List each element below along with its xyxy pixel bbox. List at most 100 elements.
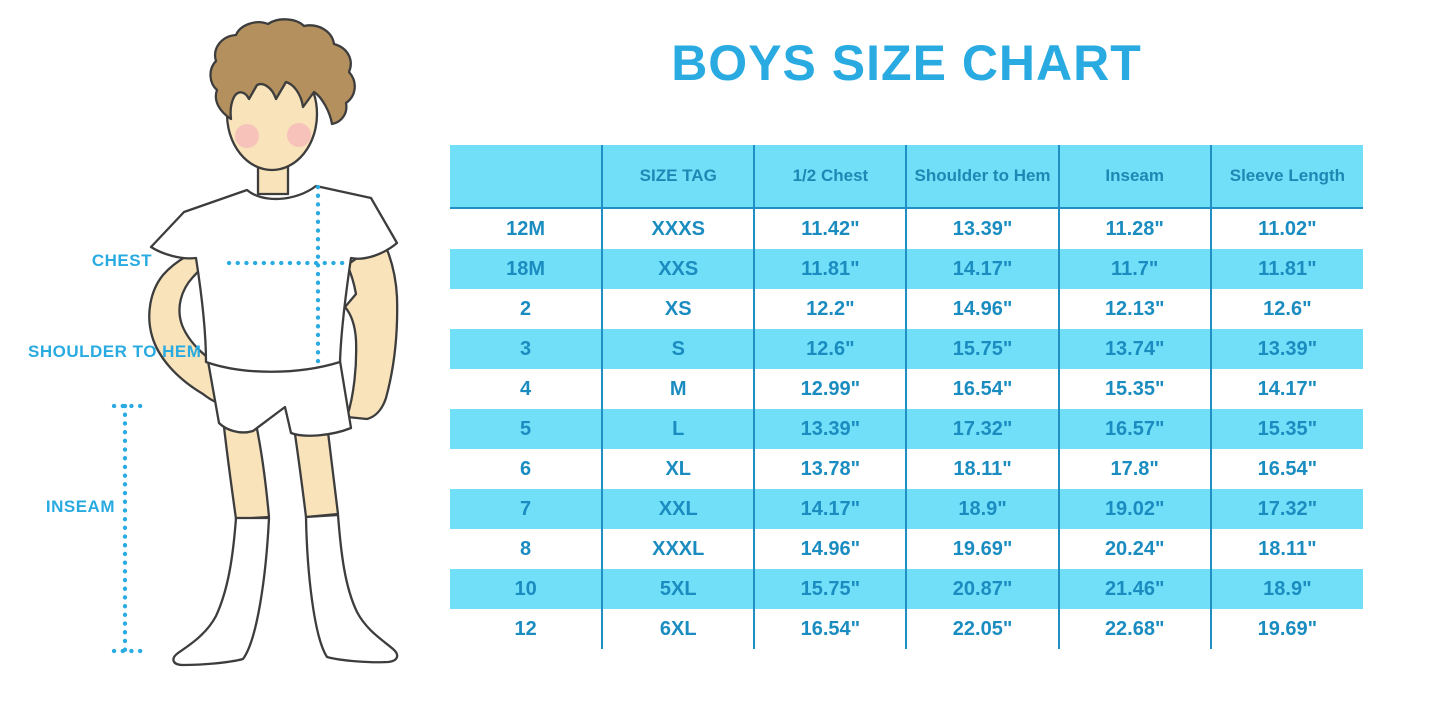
table-cell: 13.39" bbox=[753, 409, 907, 449]
table-cell: XXXL bbox=[601, 529, 755, 569]
table-cell: 20.24" bbox=[1057, 529, 1211, 569]
arm-right bbox=[343, 238, 399, 421]
table-cell: 17.8" bbox=[1057, 449, 1211, 489]
table-cell: M bbox=[601, 369, 755, 409]
table-row: 6 XL 13.78" 18.11" 17.8" 16.54" bbox=[450, 449, 1363, 489]
table-row: 18M XXS 11.81" 14.17" 11.7" 11.81" bbox=[450, 249, 1363, 289]
table-cell: 12.13" bbox=[1057, 289, 1211, 329]
table-cell: 11.28" bbox=[1057, 208, 1211, 249]
table-cell: 15.35" bbox=[1057, 369, 1211, 409]
size-cell: 12 bbox=[514, 617, 537, 640]
column-header-shoulder-to-hem: Shoulder to Hem bbox=[905, 145, 1059, 209]
table-row: 2 XS 12.2" 14.96" 12.13" 12.6" bbox=[450, 289, 1363, 329]
table-row: 12M XXXS 11.42" 13.39" 11.28" 11.02" bbox=[450, 208, 1363, 249]
size-table-body: 12M XXXS 11.42" 13.39" 11.28" 11.02" 18M XXS 11.… bbox=[450, 208, 1363, 649]
column-header-sleeve-length: Sleeve Length bbox=[1209, 145, 1363, 209]
table-row: 4 M 12.99" 16.54" 15.35" 14.17" bbox=[450, 369, 1363, 409]
table-cell: 12.99" bbox=[753, 369, 907, 409]
size-cell: 10 bbox=[450, 569, 603, 609]
table-cell: 17.32" bbox=[1209, 489, 1363, 529]
table-cell: 13.74" bbox=[1057, 329, 1211, 369]
size-table: SIZE TAG 1/2 Chest Shoulder to Hem Insea… bbox=[450, 145, 1363, 649]
table-cell: 16.54" bbox=[905, 369, 1059, 409]
table-cell: 11.7" bbox=[1057, 249, 1211, 289]
table-cell: 13.39" bbox=[1209, 329, 1363, 369]
table-cell: 11.42" bbox=[753, 208, 907, 249]
sock-right bbox=[304, 513, 399, 664]
cheek-left bbox=[235, 124, 259, 148]
table-cell: 5XL bbox=[601, 569, 755, 609]
table-row: 10 5XL 15.75" 20.87" 21.46" 18.9" bbox=[450, 569, 1363, 609]
boy-illustration bbox=[111, 18, 399, 667]
size-table-header: SIZE TAG 1/2 Chest Shoulder to Hem Insea… bbox=[450, 145, 1363, 209]
table-cell: 15.75" bbox=[905, 329, 1059, 369]
table-cell: L bbox=[601, 409, 755, 449]
table-cell: 18.9" bbox=[1209, 569, 1363, 609]
table-cell: 14.96" bbox=[753, 529, 907, 569]
table-cell: XXL bbox=[601, 489, 755, 529]
hair bbox=[209, 18, 356, 126]
size-cell: 2 bbox=[520, 297, 532, 320]
table-cell: 15.35" bbox=[1209, 409, 1363, 449]
table-cell: 17.32" bbox=[905, 409, 1059, 449]
table-cell: 12.6" bbox=[753, 329, 907, 369]
table-cell: 16.54" bbox=[1209, 449, 1363, 489]
column-header-half-chest: 1/2 Chest bbox=[753, 145, 907, 209]
chest-label: CHEST bbox=[91, 251, 152, 270]
table-cell: 11.02" bbox=[1209, 208, 1363, 249]
table-row: 12 6XL 16.54" 22.05" 22.68" 19.69" bbox=[450, 609, 1363, 649]
column-header-size-tag: SIZE TAG bbox=[601, 145, 755, 209]
table-cell: 22.05" bbox=[905, 609, 1059, 649]
table-cell: 18.11" bbox=[905, 449, 1059, 489]
size-cell: 3 bbox=[450, 329, 603, 369]
shoulder-to-hem-label: SHOULDER TO HEM bbox=[28, 342, 202, 361]
table-cell: 19.69" bbox=[1209, 609, 1363, 649]
table-cell: 19.69" bbox=[905, 529, 1059, 569]
table-cell: XXS bbox=[601, 249, 755, 289]
table-cell: XXXS bbox=[601, 208, 755, 249]
column-header-inseam: Inseam bbox=[1057, 145, 1211, 209]
table-row: 7 XXL 14.17" 18.9" 19.02" 17.32" bbox=[450, 489, 1363, 529]
table-cell: 22.68" bbox=[1057, 609, 1211, 649]
table-row: 5 L 13.39" 17.32" 16.57" 15.35" bbox=[450, 409, 1363, 449]
table-cell: 14.17" bbox=[1209, 369, 1363, 409]
table-row: 3 S 12.6" 15.75" 13.74" 13.39" bbox=[450, 329, 1363, 369]
size-cell: 18M bbox=[450, 249, 603, 289]
table-cell: 16.57" bbox=[1057, 409, 1211, 449]
size-cell: 5 bbox=[450, 409, 603, 449]
table-cell: 12.2" bbox=[753, 289, 907, 329]
sock-left bbox=[172, 516, 271, 667]
table-cell: 6XL bbox=[601, 609, 755, 649]
table-cell: 16.54" bbox=[753, 609, 907, 649]
leg-right bbox=[292, 422, 340, 519]
tshirt bbox=[149, 184, 399, 373]
size-cell: 7 bbox=[450, 489, 603, 529]
column-header-size bbox=[450, 145, 603, 209]
inseam-label: INSEAM bbox=[45, 497, 115, 516]
size-cell: 8 bbox=[520, 537, 532, 560]
table-cell: 14.96" bbox=[905, 289, 1059, 329]
table-cell: 18.11" bbox=[1209, 529, 1363, 569]
table-cell: 14.17" bbox=[905, 249, 1059, 289]
table-cell: 13.39" bbox=[905, 208, 1059, 249]
page-title: BOYS SIZE CHART bbox=[671, 35, 1142, 91]
table-cell: 11.81" bbox=[753, 249, 907, 289]
table-row: 8 XXXL 14.96" 19.69" 20.24" 18.11" bbox=[450, 529, 1363, 569]
size-cell: 4 bbox=[520, 377, 532, 400]
table-cell: 21.46" bbox=[1057, 569, 1211, 609]
table-cell: 11.81" bbox=[1209, 249, 1363, 289]
cheek-right bbox=[287, 123, 311, 147]
header-row: SIZE TAG 1/2 Chest Shoulder to Hem Insea… bbox=[450, 145, 1363, 209]
size-cell: 6 bbox=[520, 457, 532, 480]
table-cell: 14.17" bbox=[753, 489, 907, 529]
table-cell: 19.02" bbox=[1057, 489, 1211, 529]
table-cell: 12.6" bbox=[1209, 289, 1363, 329]
table-cell: XS bbox=[601, 289, 755, 329]
table-cell: 18.9" bbox=[905, 489, 1059, 529]
table-cell: 20.87" bbox=[905, 569, 1059, 609]
table-cell: 15.75" bbox=[753, 569, 907, 609]
table-cell: 13.78" bbox=[753, 449, 907, 489]
size-cell: 12M bbox=[506, 217, 546, 240]
measurement-illustration: CHEST SHOULDER TO HEM INSEAM bbox=[0, 0, 450, 723]
